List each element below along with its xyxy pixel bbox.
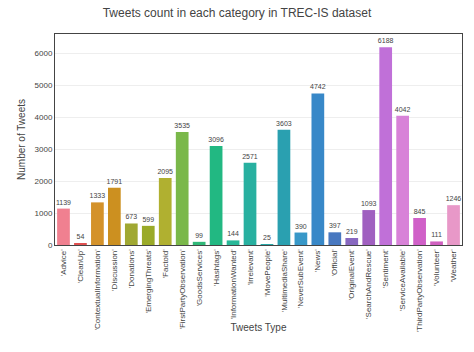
- svg-text:'Advice': 'Advice': [59, 249, 68, 277]
- svg-text:'ContextualInformation': 'ContextualInformation': [93, 249, 102, 331]
- svg-text:'OriginalEvent': 'OriginalEvent': [347, 249, 356, 301]
- svg-text:1246: 1246: [446, 195, 462, 202]
- svg-text:54: 54: [76, 233, 84, 240]
- svg-text:'Discussion': 'Discussion': [110, 249, 119, 291]
- svg-text:0: 0: [48, 241, 53, 250]
- svg-text:'NeverSubEvent': 'NeverSubEvent': [297, 249, 306, 309]
- svg-text:4000: 4000: [35, 113, 53, 122]
- svg-text:'FirstPartyObservation': 'FirstPartyObservation': [178, 249, 187, 330]
- svg-text:'InformationWanted': 'InformationWanted': [229, 249, 238, 320]
- svg-text:2000: 2000: [35, 177, 53, 186]
- svg-text:673: 673: [125, 213, 137, 220]
- svg-text:3000: 3000: [35, 145, 53, 154]
- svg-text:'News': 'News': [313, 249, 322, 273]
- svg-text:'MovePeople': 'MovePeople': [263, 249, 272, 297]
- svg-text:99: 99: [195, 232, 203, 239]
- svg-text:Tweets count in each category: Tweets count in each category in TREC-IS…: [103, 6, 372, 20]
- svg-text:1139: 1139: [56, 199, 71, 206]
- svg-text:'ServiceAvailable': 'ServiceAvailable': [398, 249, 407, 312]
- svg-text:219: 219: [346, 228, 358, 235]
- svg-text:'ThirdPartyObservation': 'ThirdPartyObservation': [415, 249, 424, 333]
- svg-text:1333: 1333: [90, 192, 106, 199]
- svg-text:'GoodsServices': 'GoodsServices': [195, 249, 204, 307]
- svg-text:1791: 1791: [107, 178, 123, 185]
- svg-text:'Irrelevant': 'Irrelevant': [246, 249, 255, 286]
- svg-text:845: 845: [414, 208, 426, 215]
- svg-text:Tweets Type: Tweets Type: [231, 322, 287, 333]
- svg-text:'CleanUp': 'CleanUp': [76, 249, 85, 284]
- svg-text:'EmergingThreats': 'EmergingThreats': [144, 249, 153, 314]
- svg-text:5000: 5000: [35, 81, 53, 90]
- svg-text:25: 25: [263, 234, 271, 241]
- svg-text:'Sentiment': 'Sentiment': [381, 249, 390, 289]
- svg-text:3603: 3603: [276, 120, 292, 127]
- svg-text:397: 397: [329, 222, 341, 229]
- svg-text:390: 390: [295, 223, 307, 230]
- svg-text:Number of Tweets: Number of Tweets: [16, 99, 27, 180]
- svg-text:'MultimediaShare': 'MultimediaShare': [280, 249, 289, 313]
- svg-text:4042: 4042: [395, 106, 411, 113]
- svg-text:2095: 2095: [157, 168, 173, 175]
- svg-text:3096: 3096: [208, 136, 224, 143]
- svg-text:'Weather': 'Weather': [449, 249, 458, 283]
- svg-text:111: 111: [431, 231, 442, 238]
- svg-text:144: 144: [227, 230, 239, 237]
- svg-text:1093: 1093: [361, 200, 377, 207]
- svg-text:1000: 1000: [35, 209, 53, 218]
- svg-text:'Volunteer': 'Volunteer': [432, 249, 441, 286]
- svg-text:599: 599: [142, 216, 154, 223]
- svg-text:4742: 4742: [310, 83, 326, 90]
- svg-text:'Factoid': 'Factoid': [161, 249, 170, 279]
- svg-text:2571: 2571: [242, 153, 258, 160]
- svg-text:'SearchAndRescue': 'SearchAndRescue': [364, 249, 373, 319]
- svg-text:'Donations': 'Donations': [127, 249, 136, 289]
- svg-text:6188: 6188: [378, 37, 394, 44]
- svg-text:3535: 3535: [174, 122, 190, 129]
- svg-text:'Hashtags': 'Hashtags': [212, 249, 221, 286]
- svg-text:'Official': 'Official': [330, 249, 339, 277]
- svg-text:6000: 6000: [35, 49, 53, 58]
